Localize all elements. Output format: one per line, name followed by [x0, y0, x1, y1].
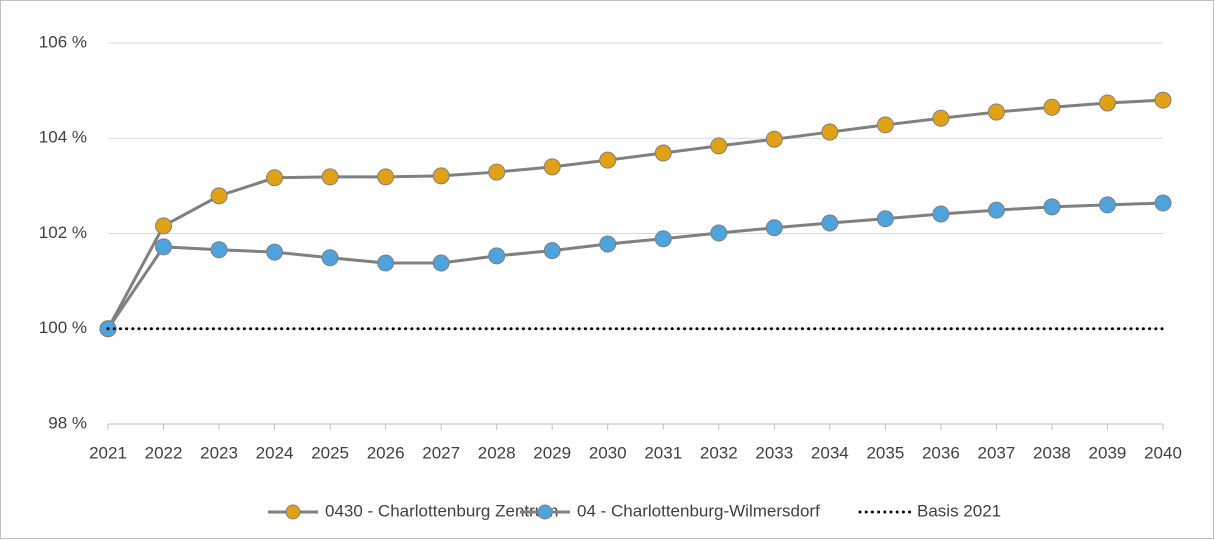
- series-line: [106, 98, 1164, 330]
- series-line: [106, 201, 1164, 330]
- data-point: [432, 167, 450, 185]
- data-point: [1098, 196, 1116, 214]
- data-point: [599, 235, 617, 253]
- y-tick-label: 106 %: [39, 32, 87, 51]
- data-point: [1098, 94, 1116, 112]
- data-point: [488, 247, 506, 265]
- x-tick-label: 2031: [644, 443, 682, 462]
- data-point: [155, 217, 173, 235]
- data-point: [876, 116, 894, 134]
- data-point: [210, 187, 228, 205]
- x-tick-label: 2036: [922, 443, 960, 462]
- data-point: [987, 103, 1005, 121]
- data-point: [1154, 91, 1172, 109]
- data-point: [1043, 198, 1061, 216]
- x-tick-label: 2021: [89, 443, 127, 462]
- x-tick-label: 2028: [478, 443, 516, 462]
- data-point: [155, 238, 173, 256]
- x-tick-label: 2032: [700, 443, 738, 462]
- data-point: [765, 219, 783, 237]
- data-point: [932, 109, 950, 127]
- x-tick-label: 2024: [256, 443, 294, 462]
- x-tick-label: 2033: [755, 443, 793, 462]
- x-tick-label: 2023: [200, 443, 238, 462]
- data-point: [710, 137, 728, 155]
- x-tick-label: 2035: [866, 443, 904, 462]
- y-tick-label: 98 %: [48, 413, 87, 432]
- data-point: [1043, 98, 1061, 116]
- data-point: [654, 144, 672, 162]
- legend-marker: [285, 504, 301, 520]
- data-point: [321, 168, 339, 186]
- data-point: [876, 210, 894, 228]
- x-tick-label: 2027: [422, 443, 460, 462]
- x-tick-label: 2022: [145, 443, 183, 462]
- data-point: [654, 230, 672, 248]
- x-tick-label: 2039: [1089, 443, 1127, 462]
- x-tick-label: 2030: [589, 443, 627, 462]
- data-point: [543, 242, 561, 260]
- legend-label: 04 - Charlottenburg-Wilmersdorf: [577, 501, 820, 520]
- data-point: [765, 130, 783, 148]
- x-tick-label: 2040: [1144, 443, 1182, 462]
- y-tick-label: 102 %: [39, 223, 87, 242]
- y-tick-label: 104 %: [39, 128, 87, 147]
- data-point: [821, 214, 839, 232]
- x-tick-label: 2029: [533, 443, 571, 462]
- data-point: [821, 123, 839, 141]
- data-point: [488, 163, 506, 181]
- data-point: [266, 169, 284, 187]
- data-point: [210, 241, 228, 259]
- x-tick-label: 2026: [367, 443, 405, 462]
- legend-marker: [537, 504, 553, 520]
- x-tick-label: 2034: [811, 443, 849, 462]
- x-tick-label: 2038: [1033, 443, 1071, 462]
- x-tick-label: 2037: [978, 443, 1016, 462]
- data-point: [599, 151, 617, 169]
- x-tick-label: 2025: [311, 443, 349, 462]
- data-point: [987, 201, 1005, 219]
- data-point: [432, 254, 450, 272]
- data-point: [710, 224, 728, 242]
- y-tick-label: 100 %: [39, 318, 87, 337]
- legend-label: Basis 2021: [917, 501, 1001, 520]
- data-point: [266, 243, 284, 261]
- data-point: [1154, 194, 1172, 212]
- data-point: [377, 168, 395, 186]
- data-point: [321, 249, 339, 267]
- data-point: [932, 205, 950, 223]
- legend-label: 0430 - Charlottenburg Zentrum: [325, 501, 558, 520]
- data-point: [543, 158, 561, 176]
- data-point: [377, 254, 395, 272]
